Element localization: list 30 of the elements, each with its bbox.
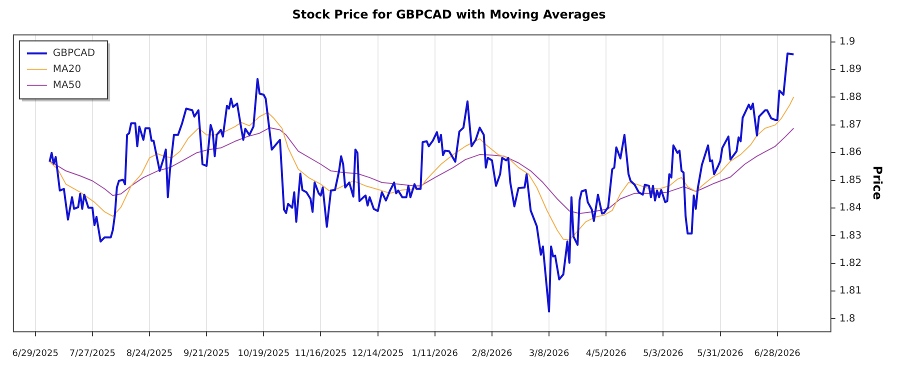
y-tick-label: 1.84 [839,202,862,214]
x-tick-label: 6/29/2025 [12,348,58,359]
x-tick-label: 9/21/2025 [184,348,230,359]
legend-label: MA50 [52,80,82,91]
legend-label: GBPCAD [52,48,96,59]
chart-title: Stock Price for GBPCAD with Moving Averages [292,7,606,22]
x-tick-label: 3/8/2026 [528,348,570,359]
y-tick-label: 1.89 [839,64,862,76]
y-tick-label: 1.85 [839,174,862,186]
x-tick-label: 6/28/2026 [754,348,801,359]
y-tick-label: 1.83 [839,230,862,242]
x-tick-label: 5/3/2026 [642,348,684,359]
x-tick-label: 5/31/2026 [697,348,744,359]
y-tick-label: 1.81 [839,286,862,297]
x-tick-label: 11/16/2025 [294,348,347,359]
x-tick-label: 10/19/2025 [238,348,290,359]
x-tick-label: 7/27/2025 [69,348,116,359]
y-tick-label: 1.88 [839,92,862,103]
y-tick-label: 1.9 [839,36,856,48]
legend-label: MA20 [52,64,82,75]
x-tick-label: 4/5/2026 [586,348,627,359]
y-tick-label: 1.8 [839,313,856,324]
x-tick-label: 2/8/2026 [472,348,512,359]
x-tick-label: 8/24/2025 [126,348,173,359]
x-tick-label: 1/11/2026 [412,348,458,359]
y-axis-title: Price [870,166,885,200]
x-tick-label: 12/14/2025 [352,348,404,359]
y-tick-label: 1.87 [839,120,862,131]
y-tick-label: 1.86 [839,147,862,158]
y-tick-label: 1.82 [839,258,862,269]
